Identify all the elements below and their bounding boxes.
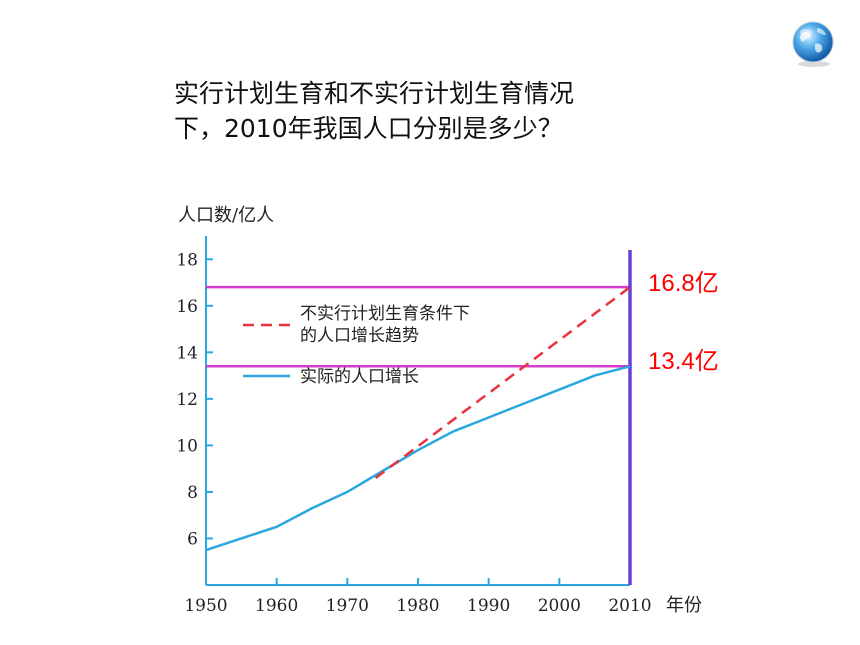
x-axis-label: 年份	[666, 595, 702, 616]
y-tick-label: 8	[187, 483, 198, 503]
question-line-2: 下，2010年我国人口分别是多少？	[174, 114, 563, 143]
legend-label-actual: 实际的人口增长	[300, 367, 419, 387]
globe-icon[interactable]	[789, 20, 837, 68]
x-tick-label: 2010	[608, 596, 651, 616]
legend-label-projection: 不实行计划生育条件下	[300, 304, 470, 324]
annotation-13-4: 13.4亿	[648, 348, 719, 375]
question-text: 实行计划生育和不实行计划生育情况 下，2010年我国人口分别是多少？	[174, 76, 574, 146]
y-tick-label: 14	[176, 343, 198, 363]
actual-series-line	[205, 365, 631, 552]
y-tick-label: 6	[187, 529, 198, 549]
x-tick-label: 1950	[184, 596, 227, 616]
question-line-1: 实行计划生育和不实行计划生育情况	[174, 79, 575, 108]
y-axis-label: 人口数/亿人	[178, 205, 274, 226]
x-tick-label: 1980	[396, 596, 439, 616]
x-tick-label: 2000	[538, 596, 581, 616]
legend-label-projection: 的人口增长趋势	[300, 326, 419, 346]
y-tick-label: 12	[176, 390, 198, 410]
annotation-16-8: 16.8亿	[648, 270, 719, 297]
y-tick-label: 18	[176, 250, 198, 270]
x-tick-label: 1960	[255, 596, 298, 616]
y-tick-label: 10	[176, 436, 198, 456]
y-tick-label: 16	[176, 297, 198, 317]
x-tick-label: 1970	[326, 596, 369, 616]
x-tick-label: 1990	[467, 596, 510, 616]
